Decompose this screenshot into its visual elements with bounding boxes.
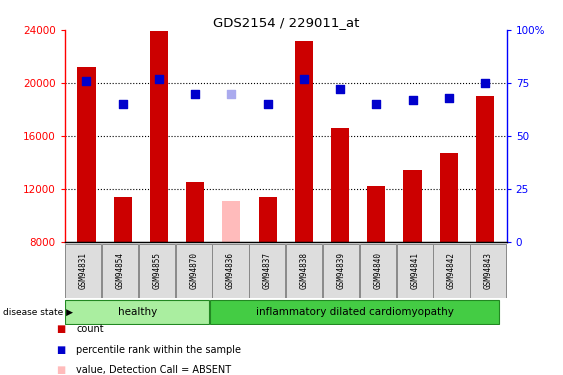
Text: disease state ▶: disease state ▶ [3,308,73,316]
Bar [186,182,204,242]
Bar [211,300,499,324]
Bar [360,244,396,298]
Point [372,101,381,107]
Text: healthy: healthy [118,307,157,317]
Bar [222,201,240,242]
Point [444,95,453,101]
Text: GSM94841: GSM94841 [410,252,419,290]
Point [154,76,163,82]
Point [227,91,236,97]
Bar [470,244,506,298]
Bar [258,197,276,242]
Text: GSM94840: GSM94840 [373,252,382,290]
Bar [102,244,138,298]
Text: GSM94839: GSM94839 [337,252,346,290]
Text: ■: ■ [56,324,65,334]
Text: GSM94855: GSM94855 [153,252,162,290]
Bar [65,244,101,298]
Text: GSM94838: GSM94838 [300,252,309,290]
Bar [138,244,175,298]
Point [408,97,417,103]
Bar [114,197,132,242]
Text: GSM94842: GSM94842 [447,252,456,290]
Point [191,91,200,97]
Bar [331,128,349,242]
Bar [286,244,322,298]
Bar [249,244,285,298]
Bar [150,32,168,242]
Point [300,76,309,82]
Point [82,78,91,84]
Text: GSM94854: GSM94854 [115,252,124,290]
Bar [65,300,209,324]
Bar [476,96,494,242]
Bar [176,244,212,298]
Text: inflammatory dilated cardiomyopathy: inflammatory dilated cardiomyopathy [256,307,453,317]
Bar [323,244,359,298]
Point [480,80,489,86]
Text: count: count [76,324,104,334]
Text: GSM94831: GSM94831 [79,252,88,290]
Bar [434,244,470,298]
Bar [396,244,433,298]
Text: GSM94870: GSM94870 [189,252,198,290]
Bar [78,67,96,242]
Text: GSM94836: GSM94836 [226,252,235,290]
Bar [367,186,385,242]
Text: percentile rank within the sample: percentile rank within the sample [76,345,241,355]
Text: ■: ■ [56,345,65,355]
Bar [404,170,422,242]
Bar [440,153,458,242]
Point [336,86,345,92]
Text: GSM94843: GSM94843 [484,252,493,290]
Text: value, Detection Call = ABSENT: value, Detection Call = ABSENT [76,366,231,375]
Text: ■: ■ [56,366,65,375]
Text: GSM94837: GSM94837 [263,252,272,290]
Point [118,101,127,107]
Bar [212,244,248,298]
Bar [295,40,313,242]
Title: GDS2154 / 229011_at: GDS2154 / 229011_at [213,16,359,29]
Point [263,101,272,107]
